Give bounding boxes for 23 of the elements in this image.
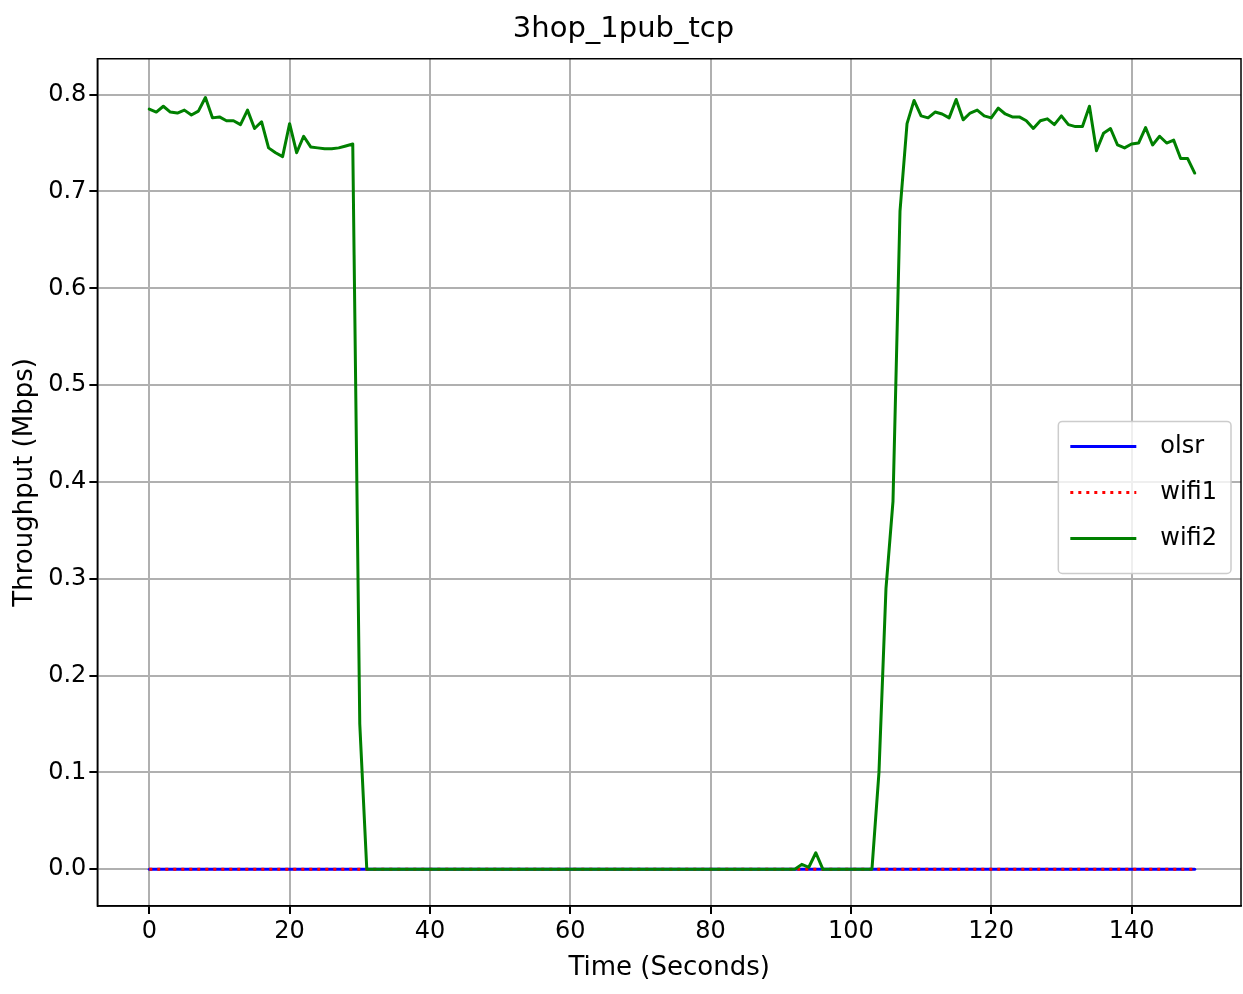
y-tick-label: 0.4 <box>48 466 87 495</box>
x-axis-title: Time (Seconds) <box>567 951 770 982</box>
x-tick-label: 140 <box>1108 915 1155 944</box>
x-tick-label: 0 <box>141 915 157 944</box>
y-tick-label: 0.5 <box>48 369 87 398</box>
y-axis-title: Throughput (Mbps) <box>8 358 39 608</box>
x-tick-label: 40 <box>414 915 446 944</box>
legend-label: olsr <box>1160 430 1205 459</box>
y-tick-label: 0.2 <box>48 659 87 688</box>
x-tick-label: 80 <box>695 915 726 944</box>
legend-label: wifi2 <box>1160 522 1217 551</box>
y-tick-label: 0.8 <box>48 78 87 107</box>
y-tick-label: 0.3 <box>48 562 87 591</box>
y-tick-label: 0.0 <box>48 853 87 882</box>
chart-title: 3hop_1pub_tcp <box>512 9 735 44</box>
x-tick-label: 60 <box>554 915 586 944</box>
legend-label: wifi1 <box>1160 476 1217 505</box>
y-tick-label: 0.7 <box>48 175 87 204</box>
x-tick-label: 120 <box>968 915 1015 944</box>
y-tick-label: 0.1 <box>48 756 87 785</box>
y-tick-label: 0.6 <box>48 272 87 301</box>
x-tick-label: 100 <box>828 915 874 944</box>
x-tick-label: 20 <box>274 915 305 944</box>
